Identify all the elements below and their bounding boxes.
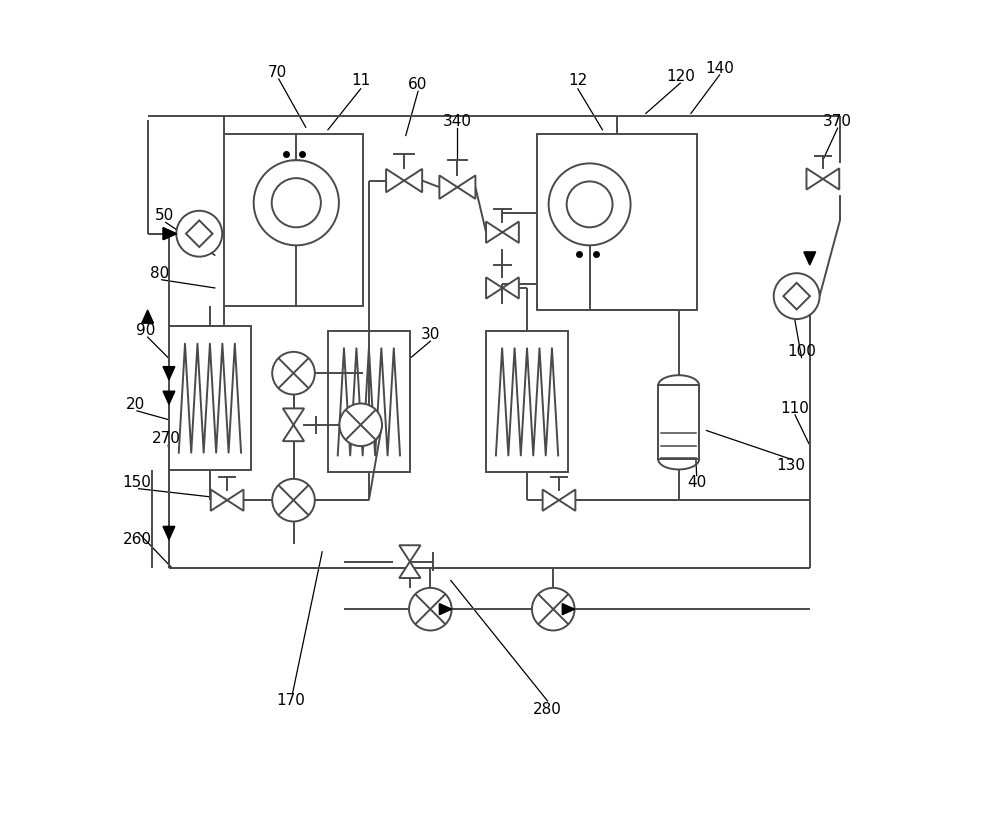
Polygon shape [543, 489, 559, 511]
Text: 11: 11 [351, 73, 370, 88]
Circle shape [176, 210, 222, 257]
Text: 120: 120 [666, 69, 695, 84]
Polygon shape [163, 228, 176, 239]
Text: 130: 130 [776, 458, 805, 474]
Text: 30: 30 [421, 328, 440, 342]
Polygon shape [559, 489, 575, 511]
Circle shape [339, 403, 382, 446]
Polygon shape [227, 489, 244, 511]
Polygon shape [486, 277, 502, 299]
Text: 140: 140 [705, 61, 734, 76]
Text: 90: 90 [136, 323, 156, 338]
Bar [658, 385, 699, 460]
Text: 50: 50 [154, 209, 174, 224]
Circle shape [567, 182, 613, 228]
Polygon shape [399, 562, 421, 578]
Polygon shape [283, 408, 304, 425]
Polygon shape [823, 168, 839, 190]
Text: 280: 280 [533, 701, 562, 717]
Polygon shape [142, 310, 154, 323]
Polygon shape [502, 277, 519, 299]
Text: 110: 110 [781, 401, 809, 416]
Text: 370: 370 [823, 114, 852, 129]
Circle shape [272, 478, 315, 521]
Circle shape [272, 178, 321, 228]
Bar [537, 134, 697, 310]
Polygon shape [804, 252, 816, 265]
Polygon shape [186, 220, 213, 247]
Text: 60: 60 [408, 78, 428, 92]
Polygon shape [439, 604, 452, 615]
Polygon shape [211, 489, 227, 511]
Polygon shape [457, 176, 475, 199]
Bar [486, 332, 568, 473]
Bar [169, 327, 251, 470]
Text: 40: 40 [687, 474, 706, 490]
Circle shape [254, 160, 339, 245]
Polygon shape [806, 168, 823, 190]
Polygon shape [386, 169, 404, 192]
Text: 270: 270 [152, 431, 181, 446]
Text: 340: 340 [443, 114, 472, 129]
Text: 100: 100 [787, 343, 816, 359]
Text: 70: 70 [267, 65, 287, 80]
Text: 260: 260 [122, 532, 151, 547]
Bar [328, 332, 410, 473]
Polygon shape [163, 366, 175, 380]
Circle shape [409, 588, 452, 630]
Bar [224, 134, 363, 306]
Circle shape [272, 351, 315, 394]
Polygon shape [163, 228, 176, 239]
Circle shape [774, 273, 820, 319]
Polygon shape [283, 425, 304, 441]
Polygon shape [502, 222, 519, 243]
Polygon shape [486, 222, 502, 243]
Text: 170: 170 [277, 694, 305, 709]
Polygon shape [439, 176, 457, 199]
Polygon shape [404, 169, 422, 192]
Text: 12: 12 [568, 73, 587, 88]
Circle shape [532, 588, 575, 630]
Text: 80: 80 [150, 266, 170, 281]
Polygon shape [163, 391, 175, 404]
Polygon shape [562, 604, 575, 615]
Polygon shape [163, 526, 175, 540]
Polygon shape [399, 545, 421, 562]
Polygon shape [783, 283, 810, 309]
Circle shape [549, 163, 631, 245]
Text: 150: 150 [123, 474, 151, 490]
Text: 20: 20 [126, 397, 145, 412]
